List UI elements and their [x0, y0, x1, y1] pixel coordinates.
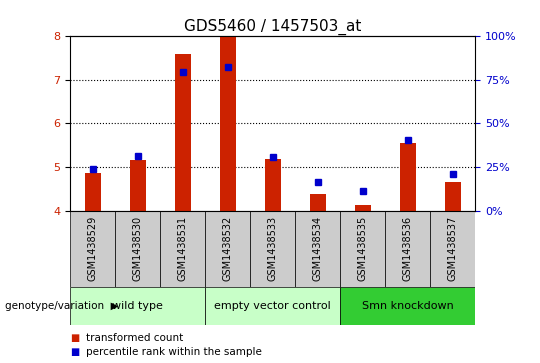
- Text: wild type: wild type: [112, 301, 163, 311]
- Bar: [205, 211, 250, 287]
- Bar: [85, 173, 100, 211]
- Bar: [160, 211, 205, 287]
- Text: GSM1438535: GSM1438535: [357, 216, 368, 281]
- Bar: [70, 287, 205, 325]
- Bar: [130, 160, 146, 211]
- Text: ■: ■: [70, 347, 79, 357]
- Text: GSM1438531: GSM1438531: [178, 216, 188, 281]
- Text: genotype/variation  ▶: genotype/variation ▶: [5, 301, 119, 311]
- Text: GSM1438530: GSM1438530: [133, 216, 143, 281]
- Text: percentile rank within the sample: percentile rank within the sample: [86, 347, 262, 357]
- Bar: [295, 211, 340, 287]
- Bar: [70, 211, 115, 287]
- Bar: [220, 36, 235, 211]
- Bar: [385, 211, 430, 287]
- Bar: [430, 211, 475, 287]
- Text: empty vector control: empty vector control: [214, 301, 331, 311]
- Text: GSM1438529: GSM1438529: [87, 216, 98, 281]
- Bar: [310, 194, 326, 211]
- Bar: [355, 205, 370, 211]
- Text: Smn knockdown: Smn knockdown: [362, 301, 454, 311]
- Text: GSM1438533: GSM1438533: [268, 216, 278, 281]
- Text: GSM1438532: GSM1438532: [222, 216, 233, 281]
- Bar: [250, 211, 295, 287]
- Text: GSM1438534: GSM1438534: [313, 216, 323, 281]
- Text: GSM1438537: GSM1438537: [448, 216, 458, 281]
- Title: GDS5460 / 1457503_at: GDS5460 / 1457503_at: [184, 19, 361, 35]
- Bar: [175, 54, 191, 211]
- Bar: [265, 159, 281, 211]
- Bar: [115, 211, 160, 287]
- Bar: [400, 143, 416, 211]
- Bar: [340, 287, 475, 325]
- Bar: [205, 287, 340, 325]
- Text: ■: ■: [70, 333, 79, 343]
- Bar: [445, 182, 461, 211]
- Text: GSM1438536: GSM1438536: [403, 216, 413, 281]
- Text: transformed count: transformed count: [86, 333, 184, 343]
- Bar: [340, 211, 385, 287]
